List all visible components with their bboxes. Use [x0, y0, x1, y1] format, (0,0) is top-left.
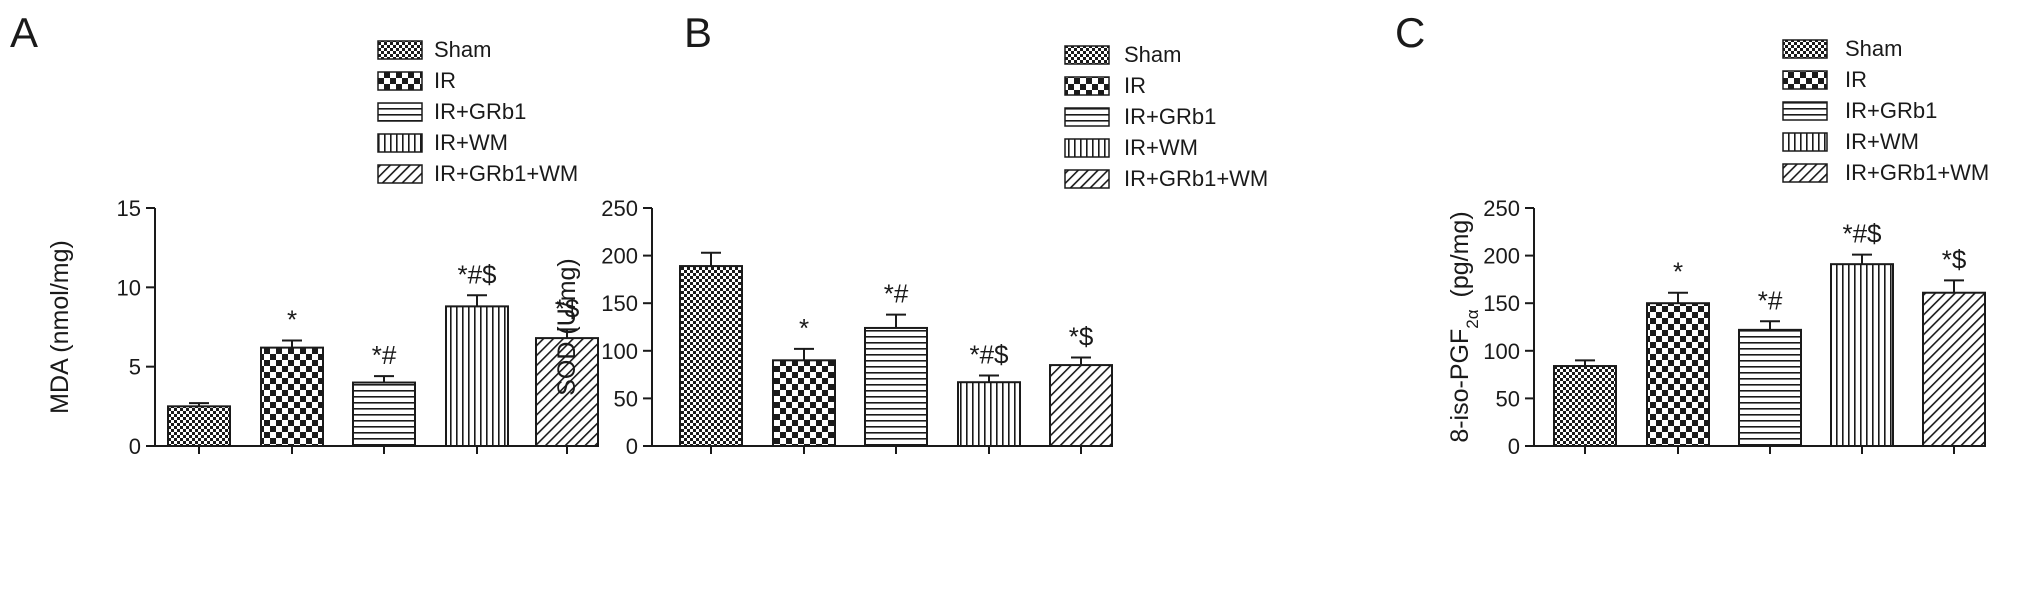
y-tick-label: 5	[129, 355, 141, 380]
significance-label: *$	[555, 293, 580, 323]
y-tick-label: 150	[1483, 291, 1520, 316]
y-axis-label-unit: (pg/mg)	[1446, 211, 1474, 297]
legend: Sham IR IR+GRb1 IR+WM IR+GRb1+WM	[1064, 42, 1268, 191]
y-tick-label: 250	[601, 196, 638, 221]
y-tick-label: 100	[1483, 339, 1520, 364]
bar-ir-grb1-wm	[535, 337, 599, 447]
legend-swatch	[377, 133, 423, 153]
bar-ir	[260, 346, 324, 448]
legend-swatch	[1782, 163, 1828, 183]
significance-label: *#	[1758, 285, 1783, 315]
legend-swatch	[1782, 39, 1828, 59]
legend-swatch	[1782, 101, 1828, 121]
y-tick-label: 100	[601, 339, 638, 364]
y-axis-label: 8-iso-PGF2α(pg/mg)	[1446, 211, 1482, 442]
legend-label: IR+GRb1+WM	[1845, 160, 1989, 185]
y-tick-label: 10	[117, 275, 141, 300]
legend-swatch	[1064, 107, 1110, 127]
legend-label: IR+WM	[1124, 135, 1198, 160]
y-tick-label: 15	[117, 196, 141, 221]
y-tick-label: 0	[1508, 434, 1520, 459]
y-axis-label: SOD (U/mg)	[553, 258, 581, 396]
legend-label: IR+GRb1	[434, 99, 526, 124]
significance-label: *#$	[1842, 219, 1882, 249]
y-tick-label: 0	[626, 434, 638, 459]
bar-ir-wm	[445, 305, 509, 447]
bar-ir-grb1-wm	[1049, 364, 1113, 447]
y-tick-label: 50	[614, 386, 638, 411]
panel-a: A 0 5 10 15 MDA (nmol/mg) * *# *#$ *$ Sham IR IR+GRb…	[10, 9, 599, 459]
legend-label: IR	[1124, 73, 1146, 98]
legend-label: Sham	[1124, 42, 1181, 67]
y-tick-label: 150	[601, 291, 638, 316]
legend-label: Sham	[434, 37, 491, 62]
bar-sham	[679, 265, 743, 447]
legend-label: IR+GRb1+WM	[1124, 166, 1268, 191]
legend-label: IR+GRb1	[1124, 104, 1216, 129]
panel-letter: B	[684, 9, 712, 56]
significance-label: *#	[372, 340, 397, 370]
y-tick-label: 200	[601, 244, 638, 269]
bar-sham	[167, 405, 231, 448]
significance-label: *	[799, 313, 809, 343]
significance-label: *#	[884, 279, 909, 309]
y-tick-label: 250	[1483, 196, 1520, 221]
legend-swatch	[1782, 132, 1828, 152]
legend-label: Sham	[1845, 36, 1902, 61]
bar-ir-grb1-wm	[1922, 291, 1986, 447]
significance-label: *#$	[969, 340, 1009, 370]
legend-swatch	[377, 102, 423, 122]
bar-ir-wm	[957, 381, 1021, 448]
legend-swatch	[1064, 45, 1110, 65]
significance-label: *#$	[457, 259, 497, 289]
panel-letter: A	[10, 9, 38, 56]
bar-ir-grb1	[1738, 328, 1802, 447]
legend-label: IR+GRb1	[1845, 98, 1937, 123]
legend-label: IR+WM	[434, 130, 508, 155]
legend-swatch	[1064, 169, 1110, 189]
panel-letter: C	[1395, 9, 1425, 56]
legend: Sham IR IR+GRb1 IR+WM IR+GRb1+WM	[377, 37, 578, 186]
legend-swatch	[1064, 76, 1110, 96]
panel-b: B 0 50 100 150 200 250 SOD (U/mg) * *# *#$ *$ Sham IR…	[553, 9, 1268, 459]
bar-sham	[1553, 365, 1617, 448]
bar-ir-grb1	[352, 381, 416, 447]
legend-swatch	[377, 164, 423, 184]
y-tick-label: 50	[1496, 386, 1520, 411]
legend-swatch	[1782, 70, 1828, 90]
bar-ir-wm	[1830, 263, 1894, 447]
legend-swatch	[377, 40, 423, 60]
bar-ir	[772, 359, 836, 448]
legend-label: IR	[434, 68, 456, 93]
legend-swatch	[377, 71, 423, 91]
y-tick-label: 200	[1483, 244, 1520, 269]
bar-ir-grb1	[864, 326, 928, 447]
legend: Sham IR IR+GRb1 IR+WM IR+GRb1+WM	[1782, 36, 1989, 185]
legend-label: IR	[1845, 67, 1867, 92]
significance-label: *$	[1069, 321, 1094, 351]
legend-swatch	[1064, 138, 1110, 158]
significance-label: *	[1673, 257, 1683, 287]
y-axis-label-subscript: 2α	[1463, 309, 1482, 328]
legend-label: IR+WM	[1845, 129, 1919, 154]
bar-ir	[1646, 302, 1710, 448]
y-tick-label: 0	[129, 434, 141, 459]
significance-label: *	[287, 304, 297, 334]
legend-label: IR+GRb1+WM	[434, 161, 578, 186]
y-axis-label: MDA (nmol/mg)	[46, 240, 74, 414]
significance-label: *$	[1942, 244, 1967, 274]
